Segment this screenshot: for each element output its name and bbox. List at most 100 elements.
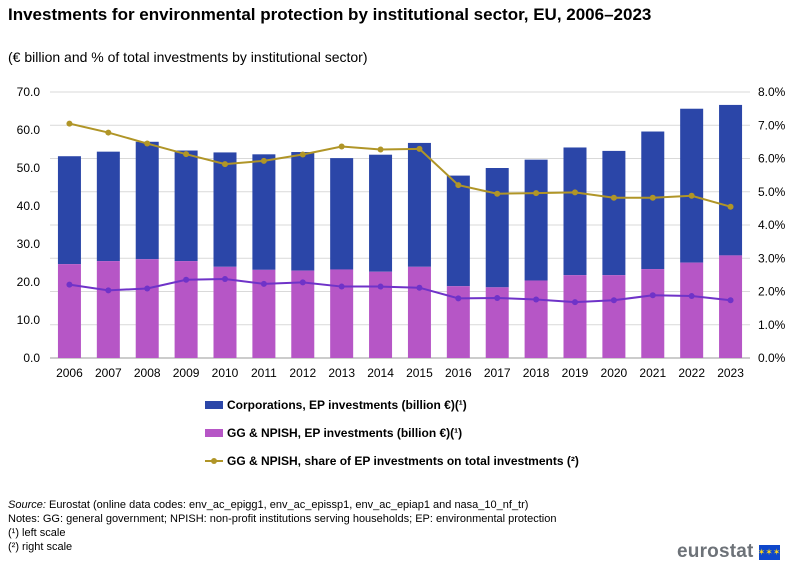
- series-purple-point: [494, 294, 501, 301]
- note-right-scale: (²) right scale: [8, 541, 73, 553]
- right-axis-tick-label: 2.0%: [758, 285, 786, 299]
- x-axis-tick-label: 2017: [484, 366, 511, 380]
- right-axis-tick-label: 7.0%: [758, 118, 786, 132]
- legend: Corporations, EP investments (billion €)…: [205, 391, 579, 475]
- left-axis-tick-label: 30.0: [17, 237, 41, 251]
- series-share-point: [688, 192, 695, 199]
- legend-label: Corporations, EP investments (billion €)…: [227, 398, 467, 412]
- legend-item-corporations: Corporations, EP investments (billion €)…: [205, 391, 579, 419]
- notes-line: Notes: GG: general government; NPISH: no…: [8, 513, 557, 525]
- bar-corporations: [719, 104, 743, 256]
- series-purple-point: [610, 297, 617, 304]
- x-axis-tick-label: 2006: [56, 366, 83, 380]
- bar-gg-npish: [524, 280, 548, 358]
- legend-swatch-corporations: [205, 401, 223, 409]
- bar-corporations: [252, 154, 276, 270]
- x-axis-tick-label: 2021: [639, 366, 666, 380]
- bar-corporations: [135, 141, 159, 260]
- bar-gg-npish: [252, 269, 276, 358]
- series-share-point: [338, 143, 345, 150]
- series-purple-point: [260, 280, 267, 287]
- bar-gg-npish: [213, 266, 237, 358]
- eurostat-logo: eurostat ✶✶✶: [677, 541, 780, 563]
- bar-corporations: [524, 159, 548, 281]
- series-purple-point: [144, 285, 151, 292]
- bar-corporations: [96, 151, 120, 262]
- right-axis-tick-label: 8.0%: [758, 85, 786, 99]
- x-axis-tick-label: 2016: [445, 366, 472, 380]
- bar-corporations: [213, 152, 237, 267]
- x-axis-tick-label: 2022: [678, 366, 705, 380]
- series-share-point: [183, 151, 190, 158]
- bar-gg-npish: [291, 270, 315, 358]
- bar-corporations: [57, 156, 81, 265]
- x-axis-tick-label: 2015: [406, 366, 433, 380]
- series-share-point: [610, 194, 617, 201]
- bar-gg-npish: [485, 287, 509, 358]
- bar-gg-npish: [96, 261, 120, 358]
- footer: Source: Eurostat (online data codes: env…: [8, 498, 556, 554]
- x-axis-tick-label: 2014: [367, 366, 394, 380]
- left-axis-tick-label: 60.0: [17, 123, 41, 137]
- left-axis-tick-label: 10.0: [17, 313, 41, 327]
- series-purple-point: [66, 281, 73, 288]
- eu-flag-icon: ✶✶✶: [758, 544, 780, 560]
- bar-corporations: [291, 152, 315, 271]
- series-share-point: [416, 145, 423, 152]
- note-left-scale: (¹) left scale: [8, 527, 66, 539]
- bar-gg-npish: [719, 255, 743, 358]
- x-axis-tick-label: 2018: [523, 366, 550, 380]
- left-axis-tick-label: 40.0: [17, 199, 41, 213]
- series-purple-point: [416, 284, 423, 291]
- series-purple-point: [727, 297, 734, 304]
- series-purple-point: [183, 276, 190, 283]
- x-axis-tick-label: 2009: [173, 366, 200, 380]
- series-share-point: [299, 151, 306, 158]
- bar-gg-npish: [446, 286, 470, 358]
- left-axis-tick-label: 0.0: [23, 351, 40, 365]
- x-axis-tick-label: 2023: [717, 366, 744, 380]
- series-purple-point: [338, 283, 345, 290]
- right-axis-tick-label: 6.0%: [758, 152, 786, 166]
- bar-corporations: [563, 147, 587, 276]
- left-axis-tick-label: 70.0: [17, 85, 41, 99]
- logo-text: eurostat: [677, 541, 754, 562]
- right-axis-tick-label: 1.0%: [758, 318, 786, 332]
- series-share-point: [494, 190, 501, 197]
- bar-gg-npish: [602, 275, 626, 358]
- series-purple-point: [377, 283, 384, 290]
- x-axis-tick-label: 2008: [134, 366, 161, 380]
- bar-gg-npish: [369, 271, 393, 358]
- series-share-point: [377, 146, 384, 153]
- series-share-line: [69, 122, 731, 208]
- left-axis-tick-label: 50.0: [17, 161, 41, 175]
- series-share-point: [727, 203, 734, 210]
- series-share-point: [455, 182, 462, 189]
- bar-corporations: [369, 154, 393, 272]
- series-share-point: [222, 161, 228, 168]
- bar-corporations: [407, 142, 431, 267]
- source-label: Source:: [8, 499, 46, 511]
- right-axis-tick-label: 0.0%: [758, 351, 786, 365]
- legend-label: GG & NPISH, share of EP investments on t…: [227, 454, 579, 468]
- x-axis-tick-label: 2019: [562, 366, 589, 380]
- series-purple-point: [455, 295, 462, 302]
- bar-gg-npish: [57, 264, 81, 358]
- x-axis-tick-label: 2011: [251, 366, 277, 380]
- right-axis-tick-label: 4.0%: [758, 218, 786, 232]
- bar-gg-npish: [135, 259, 159, 358]
- x-axis-tick-label: 2007: [95, 366, 122, 380]
- x-axis-tick-label: 2020: [601, 366, 628, 380]
- bar-gg-npish: [680, 262, 704, 358]
- series-share-point: [533, 190, 540, 197]
- series-purple-point: [533, 296, 540, 303]
- legend-swatch-share: [205, 456, 223, 466]
- bar-gg-npish: [563, 275, 587, 358]
- series-purple-point: [105, 287, 112, 294]
- bar-gg-npish: [330, 269, 354, 358]
- series-share-point: [144, 140, 151, 147]
- bar-corporations: [680, 108, 704, 263]
- x-axis-tick-label: 2013: [328, 366, 355, 380]
- bar-gg-npish: [641, 269, 665, 358]
- series-share-point: [66, 120, 73, 127]
